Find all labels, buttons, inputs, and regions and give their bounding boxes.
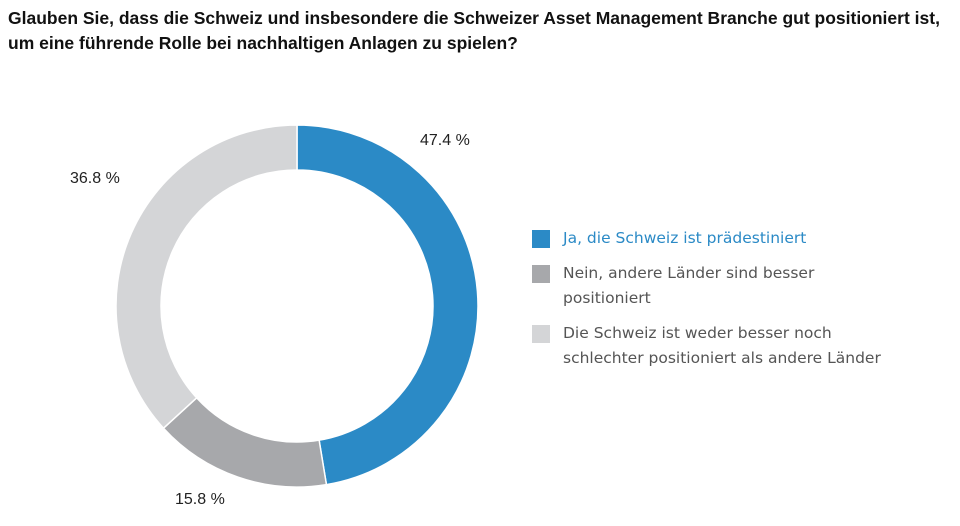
legend-item-weder: Die Schweiz ist weder besser noch schlec… [532,321,923,371]
legend-item-ja: Ja, die Schweiz ist prädestiniert [532,226,923,251]
chart-title: Glauben Sie, dass die Schweiz und insbes… [8,8,940,53]
legend-label: Ja, die Schweiz ist prädestiniert [563,229,807,247]
legend: Ja, die Schweiz ist prädestiniert Nein, … [532,226,923,381]
donut-slice-0 [296,124,479,486]
data-label-ja: 47.4 % [420,132,470,149]
legend-swatch [532,325,550,343]
legend-label: Die Schweiz ist weder besser noch schlec… [563,324,881,367]
legend-label: Nein, andere Länder sind besser position… [563,264,815,307]
legend-item-nein: Nein, andere Länder sind besser position… [532,261,923,311]
donut-slice-1 [162,396,328,488]
donut-slice-2 [115,124,298,430]
data-label-nein: 15.8 % [175,491,225,508]
legend-swatch [532,230,550,248]
legend-swatch [532,265,550,283]
data-label-weder: 36.8 % [70,170,120,187]
